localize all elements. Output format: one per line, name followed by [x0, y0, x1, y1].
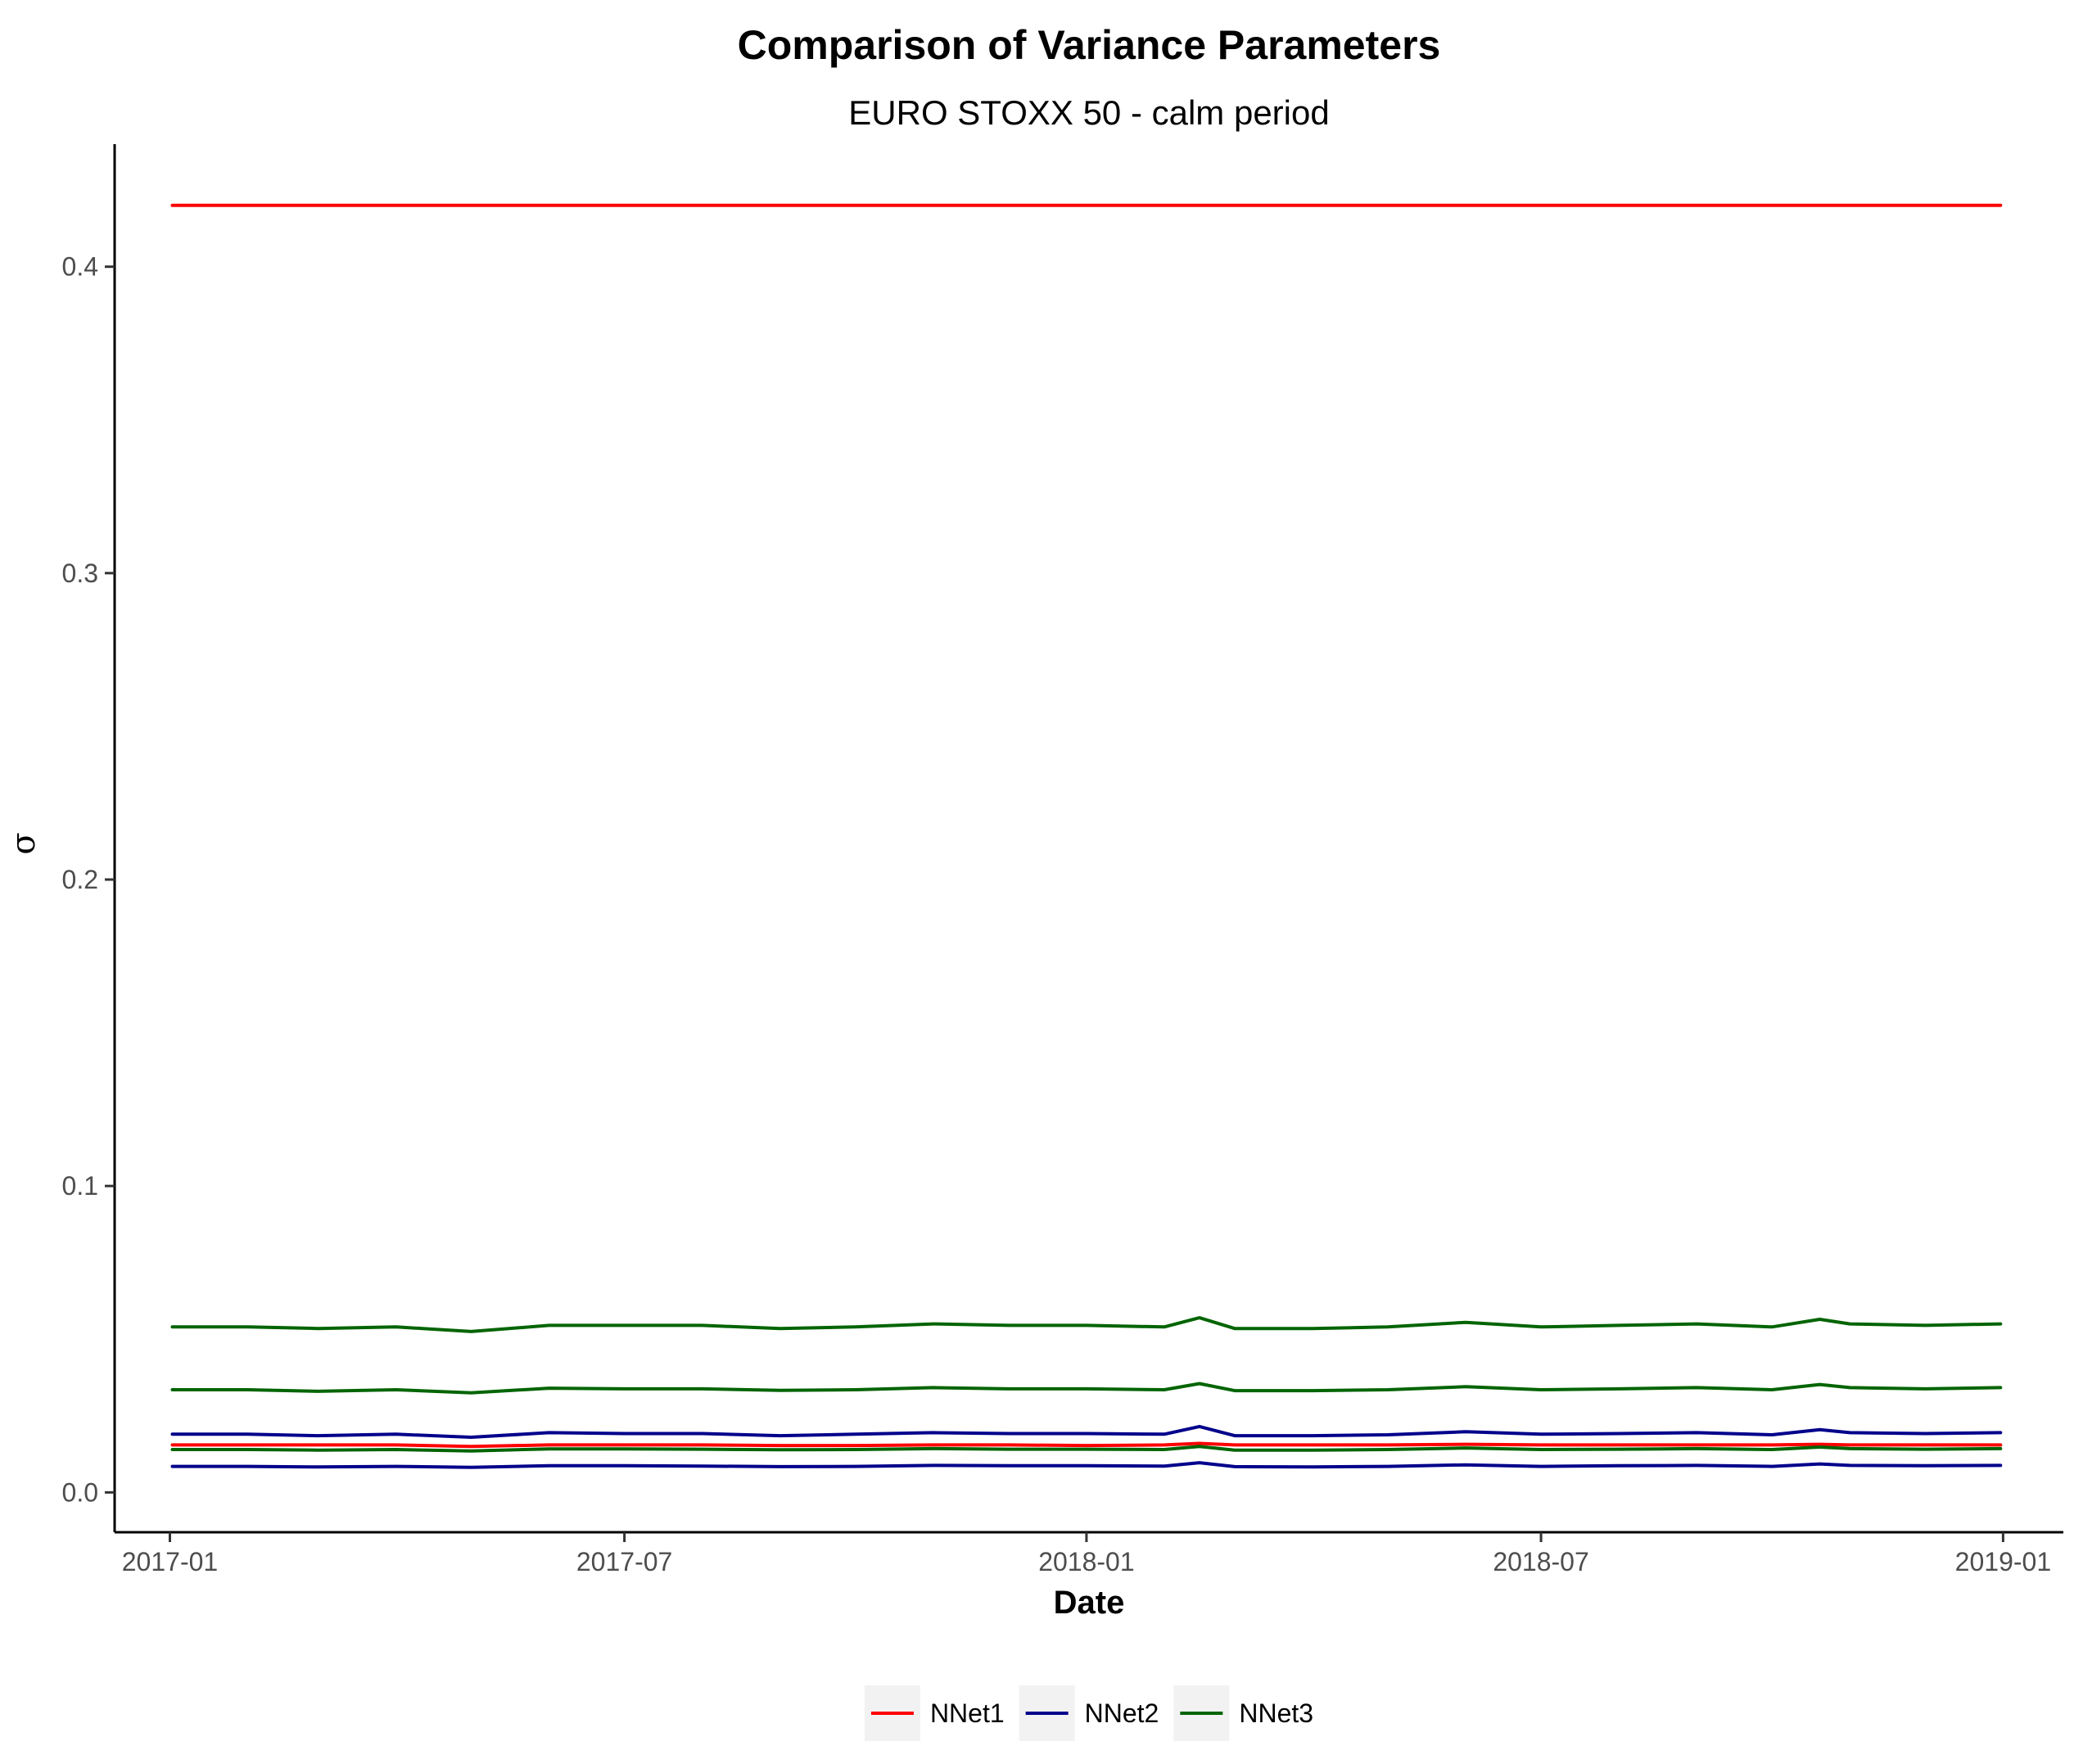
y-tick-label: 0.2 [62, 865, 98, 894]
x-tick-label: 2017-07 [576, 1547, 672, 1576]
series-line-nnet3-6 [170, 1445, 2003, 1453]
series-line-nnet2-3 [170, 1461, 2003, 1469]
legend-label-nnet3: NNet3 [1239, 1698, 1313, 1728]
chart-title: Comparison of Variance Parameters [738, 22, 1441, 68]
legend: NNet1 NNet2 NNet3 [864, 1685, 1313, 1741]
series-line-nnet2-2 [170, 1424, 2003, 1439]
series-layer [170, 203, 2003, 1469]
series-line-nnet3-4 [170, 1316, 2003, 1333]
chart-subtitle: EURO STOXX 50 - calm period [848, 93, 1329, 132]
x-tick-label: 2018-07 [1493, 1547, 1588, 1576]
legend-label-nnet2: NNet2 [1085, 1698, 1159, 1728]
y-axis-title: σ [5, 832, 43, 854]
y-tick-label: 0.1 [62, 1171, 98, 1201]
y-tick-label: 0.4 [62, 252, 98, 282]
x-tick-label: 2017-01 [122, 1547, 218, 1576]
x-axis-title: Date [1054, 1585, 1125, 1621]
series-line-nnet3-5 [170, 1382, 2003, 1395]
series-line-nnet1-1 [170, 1441, 2003, 1449]
legend-label-nnet1: NNet1 [930, 1698, 1005, 1728]
y-tick-label: 0.0 [62, 1477, 98, 1507]
x-axis-ticks: 2017-01 2017-07 2018-01 2018-07 2019-01 [122, 1532, 2051, 1576]
y-tick-label: 0.3 [62, 559, 98, 588]
y-axis-ticks: 0.0 0.1 0.2 0.3 0.4 [62, 252, 115, 1507]
x-tick-label: 2018-01 [1038, 1547, 1134, 1576]
x-tick-label: 2019-01 [1955, 1547, 2051, 1576]
